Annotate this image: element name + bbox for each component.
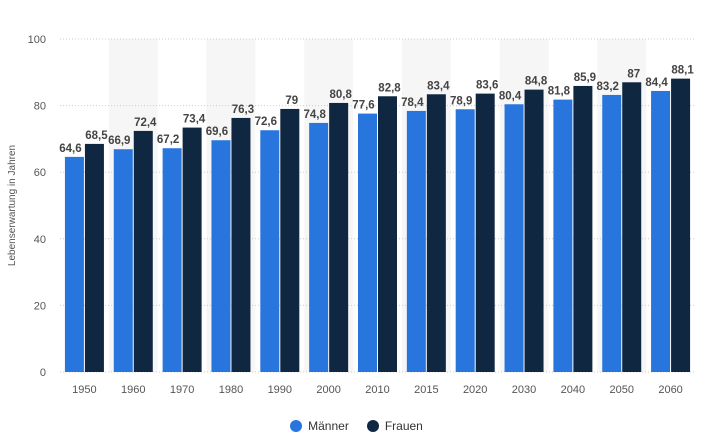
y-tick-label: 60 (34, 167, 46, 179)
x-tick-label: 2050 (609, 384, 633, 396)
legend-marker (290, 420, 303, 432)
x-tick-label: 2060 (658, 384, 682, 396)
bar-Frauen[interactable] (524, 89, 544, 372)
data-label: 76,3 (232, 104, 254, 116)
data-label: 80,4 (499, 90, 522, 102)
bar-Frauen[interactable] (426, 94, 446, 372)
bar-Frauen[interactable] (182, 127, 202, 372)
data-label: 79 (285, 95, 298, 107)
y-tick-label: 100 (28, 34, 46, 46)
bar-Männer[interactable] (651, 90, 671, 372)
data-label: 67,2 (157, 134, 179, 146)
bar-Männer[interactable] (64, 156, 84, 372)
y-tick-label: 40 (34, 234, 46, 246)
x-tick-label: 1950 (72, 384, 96, 396)
data-label: 81,8 (548, 86, 571, 98)
bar-Männer[interactable] (260, 130, 280, 372)
x-tick-label: 2010 (365, 384, 389, 396)
data-label: 82,8 (378, 82, 401, 94)
bar-Männer[interactable] (406, 110, 426, 372)
bar-Frauen[interactable] (573, 85, 593, 372)
y-tick-label: 0 (40, 367, 46, 379)
bar-Frauen[interactable] (378, 96, 397, 372)
bar-Männer[interactable] (602, 94, 622, 372)
legend-item[interactable]: Frauen (366, 419, 423, 433)
bar-Männer[interactable] (504, 104, 524, 372)
legend-marker (366, 420, 379, 432)
data-label: 84,8 (525, 76, 548, 88)
y-axis-label: Lebenserwartung in Jahren (7, 145, 18, 266)
data-label: 64,6 (59, 143, 81, 155)
bar-Männer[interactable] (211, 140, 231, 372)
data-label: 72,4 (134, 117, 157, 129)
data-label: 83,6 (476, 80, 498, 92)
data-label: 66,9 (108, 135, 130, 147)
bar-Frauen[interactable] (133, 130, 153, 372)
x-tick-label: 1970 (170, 384, 194, 396)
data-label: 74,8 (303, 109, 326, 121)
legend-label: Männer (308, 419, 349, 433)
data-label: 73,4 (183, 114, 206, 126)
bar-Männer[interactable] (309, 122, 329, 372)
bar-Frauen[interactable] (671, 78, 691, 372)
bar-Männer[interactable] (455, 109, 475, 372)
data-label: 88,1 (671, 65, 694, 77)
data-label: 78,4 (401, 97, 424, 109)
bar-Frauen[interactable] (622, 82, 642, 372)
bar-Männer[interactable] (162, 148, 182, 372)
x-tick-label: 1990 (268, 384, 292, 396)
data-label: 78,9 (450, 95, 472, 107)
data-label: 85,9 (574, 72, 596, 84)
legend: Männer Frauen (0, 419, 713, 433)
x-tick-label: 2020 (463, 384, 487, 396)
x-tick-label: 1960 (121, 384, 145, 396)
data-label: 80,8 (329, 89, 352, 101)
x-tick-label: 2000 (316, 384, 340, 396)
bar-Frauen[interactable] (280, 108, 300, 373)
data-label: 72,6 (255, 116, 277, 128)
bar-Frauen[interactable] (84, 143, 104, 372)
x-tick-label: 2030 (512, 384, 536, 396)
data-label: 83,2 (597, 81, 619, 93)
data-label: 87 (627, 68, 640, 80)
data-label: 84,4 (645, 77, 668, 89)
y-tick-label: 20 (34, 300, 46, 312)
bar-Männer[interactable] (358, 113, 377, 372)
y-tick-label: 80 (34, 101, 46, 113)
bar-Frauen[interactable] (231, 117, 251, 373)
bar-Männer[interactable] (553, 99, 573, 372)
bar-Frauen[interactable] (475, 93, 495, 372)
data-label: 83,4 (427, 80, 450, 92)
data-label: 77,6 (352, 100, 374, 112)
bar-Männer[interactable] (113, 149, 133, 372)
x-tick-label: 2040 (561, 384, 585, 396)
x-tick-label: 2015 (414, 384, 438, 396)
legend-label: Frauen (384, 419, 423, 433)
data-label: 68,5 (85, 130, 108, 142)
x-tick-label: 1980 (219, 384, 243, 396)
bar-Frauen[interactable] (329, 102, 349, 372)
legend-item[interactable]: Männer (290, 419, 349, 433)
data-label: 69,6 (206, 126, 228, 138)
